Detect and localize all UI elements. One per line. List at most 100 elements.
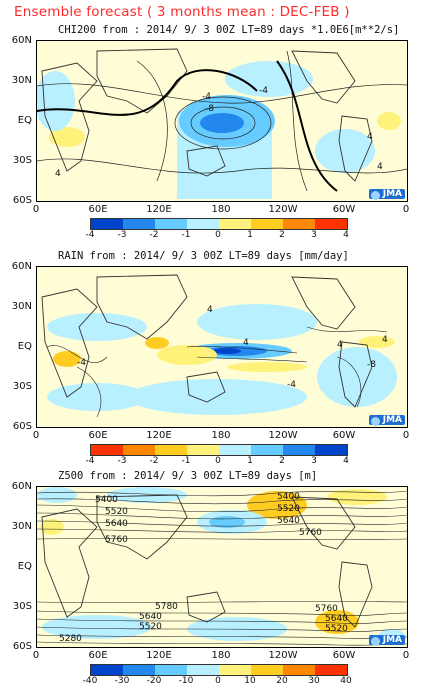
lon-label: 120W [268,430,298,441]
lon-label: 120E [146,650,172,661]
lon-label: 120E [146,204,172,215]
lon-label: 0 [402,204,410,215]
coastlines [41,494,373,628]
lat-label: 60N [11,481,32,492]
lat-label: 30N [11,521,32,532]
colorbar-tick: 0 [215,456,221,466]
contour-label: 5760 [315,604,338,614]
lat-label: 60S [12,195,32,206]
contour-label: -8 [205,104,214,114]
coastlines [41,48,373,182]
contour-label: 4 [207,305,213,315]
colorbar-tick: -1 [181,456,191,466]
rain-panel: RAIN from : 2014/ 9/ 3 00Z LT=89 days [m… [0,248,445,466]
colorbar-tick: 20 [276,676,288,686]
jma-logo: JMA [368,635,405,646]
colorbar-tick: -2 [149,230,159,240]
contour-label: 5640 [325,614,348,624]
rain-shading [47,304,397,415]
jma-logo: JMA [368,189,405,200]
colorbar-tick: 3 [311,456,317,466]
colorbar-tick: -30 [114,676,130,686]
colorbar-tick: -4 [85,456,95,466]
contour-label: -4 [77,358,86,368]
contour-label: 5280 [59,634,82,644]
colorbar-tick: 30 [308,676,320,686]
lon-label: 60W [332,650,356,661]
colorbar [90,444,348,456]
contour-lines [46,326,388,418]
lat-label: EQ [17,341,32,352]
negative-anomaly-shade [200,113,244,133]
lon-label: 60E [88,430,108,441]
lon-label: 120E [146,430,172,441]
contour-label: 5760 [299,528,322,538]
colorbar-tick: -4 [85,230,95,240]
lon-label: 0 [32,650,40,661]
colorbar-tick: 1 [247,230,253,240]
lon-label: 180 [211,430,231,441]
z500-panel: Z500 from : 2014/ 9/ 3 00Z LT=89 days [m… [0,468,445,690]
lat-label: 30S [12,381,32,392]
contour-label: 4 [377,162,383,172]
positive-anomaly-shade [49,127,85,147]
contour-label: -4 [202,92,211,102]
negative-anomaly-shade [37,71,75,131]
colorbar-tick: 4 [343,230,349,240]
colorbar-tick: 40 [340,676,352,686]
contour-label: 4 [55,169,61,179]
chi200-panel: CHI200 from : 2014/ 9/ 3 00Z LT=89 days … [0,22,445,240]
panel-title: Z500 from : 2014/ 9/ 3 00Z LT=89 days [m… [58,470,318,482]
z500-map: 5400 5520 5640 5760 5400 5520 5640 5760 … [36,486,408,648]
colorbar-labels: -40 -30 -20 -10 0 10 20 30 40 [80,676,360,688]
contour-label: 5640 [105,519,128,529]
lon-label: 120W [268,650,298,661]
colorbar-tick: 3 [311,230,317,240]
lat-label: 30S [12,601,32,612]
contour-label: 5400 [95,495,118,505]
colorbar [90,218,348,230]
lon-label: 60E [88,650,108,661]
contour-lines [37,490,407,646]
contour-label: -4 [259,86,268,96]
colorbar-tick: 10 [244,676,256,686]
zero-contour [37,60,338,192]
colorbar [90,664,348,676]
colorbar-tick: 0 [215,230,221,240]
negative-anomaly-shade [315,129,375,173]
contour-label: 5640 [139,612,162,622]
lat-label: 60N [11,35,32,46]
colorbar-tick: 2 [279,456,285,466]
colorbar-labels: -4 -3 -2 -1 0 1 2 3 4 [80,456,360,468]
colorbar-tick: 0 [215,676,221,686]
contour-label: -4 [287,380,296,390]
contour-label: 4 [367,132,373,142]
colorbar-tick: 4 [343,456,349,466]
lon-label: 60E [88,204,108,215]
colorbar-labels: -4 -3 -2 -1 0 1 2 3 4 [80,230,360,242]
lon-label: 180 [211,650,231,661]
colorbar-tick: -1 [181,230,191,240]
lon-label: 180 [211,204,231,215]
colorbar-tick: 2 [279,230,285,240]
lat-label: 60N [11,261,32,272]
contour-label: 5400 [277,492,300,502]
lon-label: 60W [332,430,356,441]
lat-label: 60S [12,421,32,432]
contour-label: 4 [243,338,249,348]
rain-map: 4 4 -4 4 -4 -8 4 JMA [36,266,408,428]
lat-label: 30S [12,155,32,166]
contour-label: 4 [382,335,388,345]
contour-label: 4 [337,340,343,350]
colorbar-tick: -3 [117,456,127,466]
colorbar-tick: -40 [82,676,98,686]
colorbar-tick: -2 [149,456,159,466]
contour-label: 5640 [277,516,300,526]
contour-lines [37,50,407,192]
contour-label: -8 [367,360,376,370]
lon-label: 0 [32,204,40,215]
contour-label: 5520 [325,624,348,634]
lon-label: 60W [332,204,356,215]
lon-label: 120W [268,204,298,215]
lon-label: 0 [402,650,410,661]
